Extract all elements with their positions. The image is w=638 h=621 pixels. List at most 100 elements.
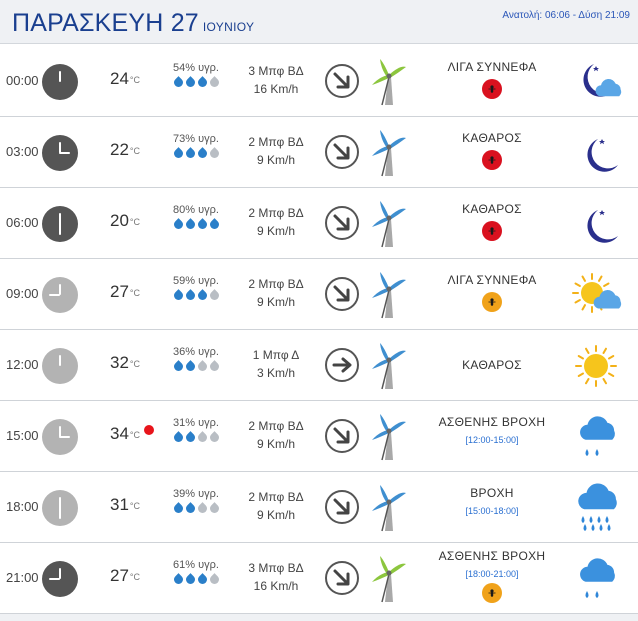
alert-orange-icon[interactable] <box>482 292 502 312</box>
humidity-drop-icon <box>171 431 185 444</box>
humidity-drop-icon <box>195 76 209 89</box>
humidity-drops <box>160 360 232 373</box>
humidity-drop-icon <box>195 289 209 302</box>
clock-icon <box>42 348 78 384</box>
temperature: 34°C <box>110 424 140 444</box>
wind-beaufort: 2 Μπφ ΒΔ <box>248 206 304 220</box>
wind-speed: 16 Km/h <box>253 579 299 593</box>
alert-red-icon[interactable] <box>482 150 502 170</box>
humidity: 80% υγρ. <box>160 204 232 231</box>
turbine-blue-icon <box>370 128 408 178</box>
month-label: ΙΟΥΝΙΟΥ <box>202 20 255 34</box>
forecast-row: 03:00 22°C 73% υγρ. 2 Μπφ ΒΔ 9 Km/h ΚΑΘΑ… <box>0 117 638 188</box>
sun-cloud-icon <box>570 269 622 321</box>
wind-info: 1 Μπφ Δ 3 Km/h <box>236 346 316 382</box>
clock-icon <box>42 64 78 100</box>
arrow-down-right-icon <box>324 560 360 596</box>
temperature-value: 32 <box>110 353 129 372</box>
arrow-down-right-icon <box>324 134 360 170</box>
humidity-drop-icon <box>171 76 185 89</box>
arrow-down-right-icon <box>324 276 360 312</box>
forecast-row: 12:00 32°C 36% υγρ. 1 Μπφ Δ 3 Km/h ΚΑΘΑΡ… <box>0 330 638 401</box>
temperature-unit: °C <box>129 217 141 227</box>
temperature-unit: °C <box>129 359 141 369</box>
condition: ΑΣΘΕΝΗΣ ΒΡΟΧΗ [12:00-15:00] <box>430 415 554 445</box>
humidity-label: 54% υγρ. <box>173 62 219 74</box>
humidity-drop-icon <box>183 360 197 373</box>
forecast-row: 09:00 27°C 59% υγρ. 2 Μπφ ΒΔ 9 Km/h ΛΙΓΑ… <box>0 259 638 330</box>
forecast-row: 06:00 20°C 80% υγρ. 2 Μπφ ΒΔ 9 Km/h ΚΑΘΑ… <box>0 188 638 259</box>
humidity-drop-icon <box>171 502 185 515</box>
temperature-value: 31 <box>110 495 129 514</box>
clock-icon <box>42 135 78 171</box>
condition: ΚΑΘΑΡΟΣ <box>430 131 554 170</box>
temperature-unit: °C <box>129 288 141 298</box>
humidity-label: 80% υγρ. <box>173 204 219 216</box>
temperature-value: 27 <box>110 282 129 301</box>
wind-info: 3 Μπφ ΒΔ 16 Km/h <box>236 559 316 595</box>
wind-speed: 9 Km/h <box>256 224 295 238</box>
condition-label: ΚΑΘΑΡΟΣ <box>462 202 522 216</box>
temperature-value: 34 <box>110 424 129 443</box>
wind-info: 2 Μπφ ΒΔ 9 Km/h <box>236 275 316 311</box>
temperature: 32°C <box>110 353 140 373</box>
humidity-label: 36% υγρ. <box>173 346 219 358</box>
moon-star-icon <box>570 127 622 179</box>
humidity-drop-icon <box>171 147 185 160</box>
humidity: 54% υγρ. <box>160 62 232 89</box>
alert-red-icon[interactable] <box>482 221 502 241</box>
humidity-drop-icon <box>183 289 197 302</box>
condition-label: ΑΣΘΕΝΗΣ ΒΡΟΧΗ <box>438 549 546 563</box>
wind-info: 2 Μπφ ΒΔ 9 Km/h <box>236 488 316 524</box>
temperature: 27°C <box>110 282 140 302</box>
hour-label: 18:00 <box>6 499 39 514</box>
turbine-blue-icon <box>370 199 408 249</box>
temperature: 22°C <box>110 140 140 160</box>
condition: ΑΣΘΕΝΗΣ ΒΡΟΧΗ [18:00-21:00] <box>430 549 554 603</box>
temperature-unit: °C <box>129 75 141 85</box>
clock-icon <box>42 419 78 455</box>
precip-period: [12:00-15:00] <box>465 435 519 445</box>
hour-label: 06:00 <box>6 215 39 230</box>
humidity-drop-icon <box>195 360 209 373</box>
wind-beaufort: 1 Μπφ Δ <box>252 348 300 362</box>
wind-speed: 9 Km/h <box>256 295 295 309</box>
humidity-drop-icon <box>171 360 185 373</box>
wind-speed: 9 Km/h <box>256 153 295 167</box>
temperature-unit: °C <box>129 146 141 156</box>
temperature-unit: °C <box>129 572 141 582</box>
condition-label: ΚΑΘΑΡΟΣ <box>462 358 522 372</box>
alert-red-icon[interactable] <box>482 79 502 99</box>
humidity-drop-icon <box>195 218 209 231</box>
cloud-light-rain-icon <box>570 411 622 463</box>
cloud-rain-icon <box>570 482 622 534</box>
temperature-value: 20 <box>110 211 129 230</box>
day-label: ΠΑΡΑΣΚΕΥΗ 27 <box>12 9 199 37</box>
forecast-row: 18:00 31°C 39% υγρ. 2 Μπφ ΒΔ 9 Km/h ΒΡΟΧ… <box>0 472 638 543</box>
humidity-drop-icon <box>171 573 185 586</box>
wind-speed: 3 Km/h <box>256 366 295 380</box>
moon-cloud-icon <box>570 56 622 108</box>
turbine-blue-icon <box>370 341 408 391</box>
precip-period: [15:00-18:00] <box>465 506 519 516</box>
temperature-unit: °C <box>129 430 141 440</box>
wind-beaufort: 2 Μπφ ΒΔ <box>248 490 304 504</box>
arrow-right-icon <box>324 347 360 383</box>
humidity-label: 59% υγρ. <box>173 275 219 287</box>
alert-orange-icon[interactable] <box>482 583 502 603</box>
wind-beaufort: 3 Μπφ ΒΔ <box>248 561 304 575</box>
humidity-drop-icon <box>195 431 209 444</box>
forecast-list: 00:00 24°C 54% υγρ. 3 Μπφ ΒΔ 16 Km/h ΛΙΓ… <box>0 46 638 614</box>
temperature-unit: °C <box>129 501 141 511</box>
temperature-value: 27 <box>110 566 129 585</box>
hour-label: 03:00 <box>6 144 39 159</box>
humidity-drop-icon <box>171 289 185 302</box>
wind-info: 2 Μπφ ΒΔ 9 Km/h <box>236 417 316 453</box>
humidity-drop-icon <box>183 573 197 586</box>
arrow-down-right-icon <box>324 489 360 525</box>
humidity: 61% υγρ. <box>160 559 232 586</box>
wind-info: 2 Μπφ ΒΔ 9 Km/h <box>236 133 316 169</box>
condition: ΛΙΓΑ ΣΥΝΝΕΦΑ <box>430 60 554 99</box>
condition: ΛΙΓΑ ΣΥΝΝΕΦΑ <box>430 273 554 312</box>
wind-beaufort: 3 Μπφ ΒΔ <box>248 64 304 78</box>
